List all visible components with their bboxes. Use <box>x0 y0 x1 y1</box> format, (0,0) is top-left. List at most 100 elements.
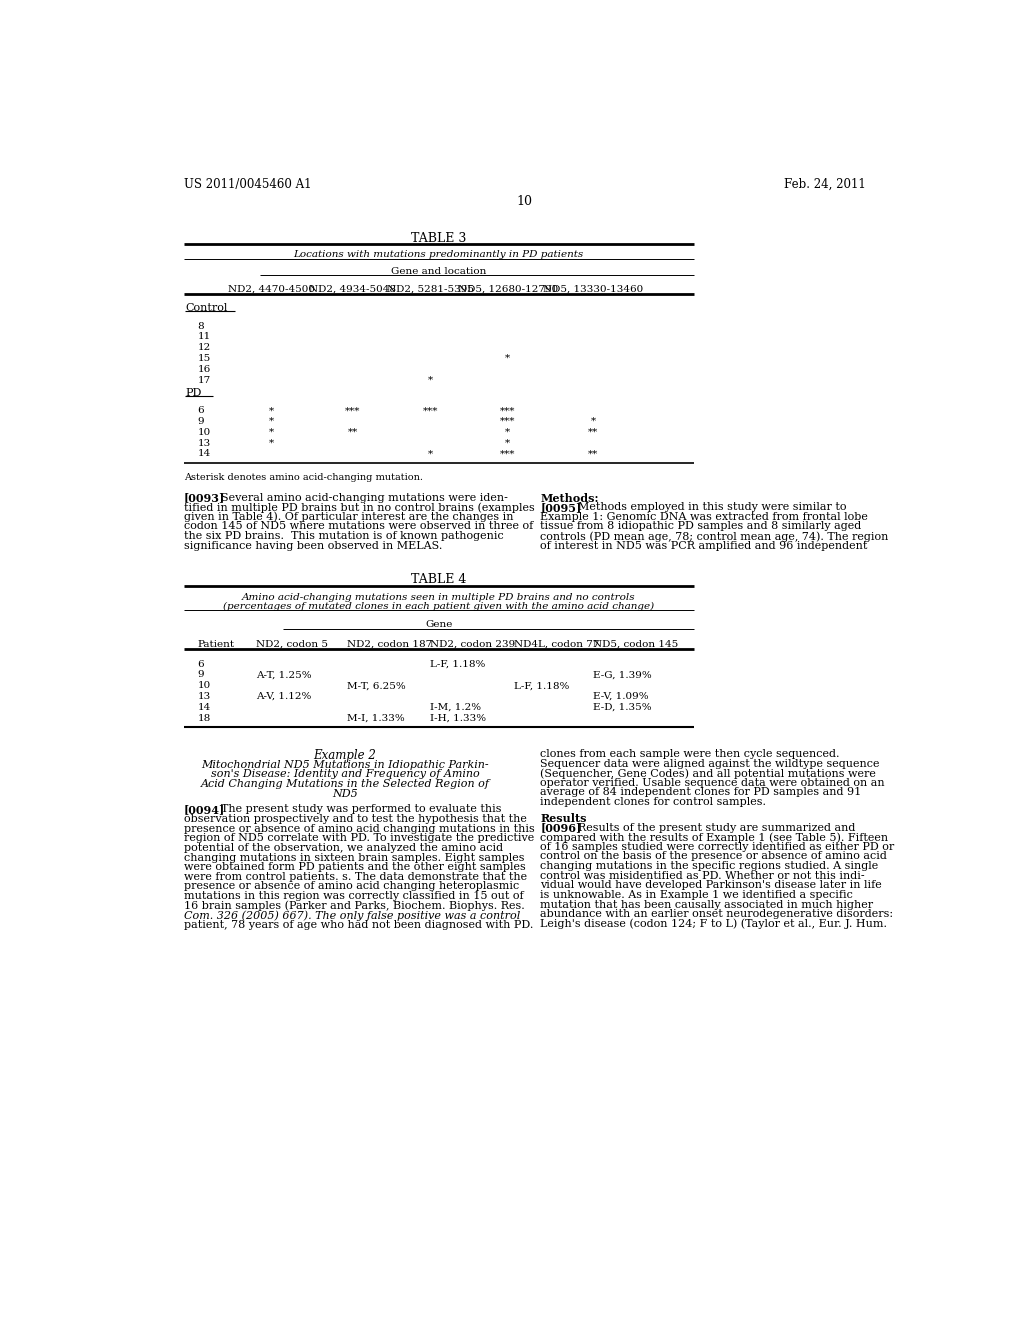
Text: codon 145 of ND5 where mutations were observed in three of: codon 145 of ND5 where mutations were ob… <box>183 521 534 532</box>
Text: observation prospectively and to test the hypothesis that the: observation prospectively and to test th… <box>183 814 526 824</box>
Text: Com. 326 (2005) 667). The only false positive was a control: Com. 326 (2005) 667). The only false pos… <box>183 911 520 921</box>
Text: presence or absence of amino acid changing mutations in this: presence or absence of amino acid changi… <box>183 824 535 834</box>
Text: Feb. 24, 2011: Feb. 24, 2011 <box>784 178 866 190</box>
Text: [0093]: [0093] <box>183 492 225 504</box>
Text: ***: *** <box>345 407 360 416</box>
Text: A-T, 1.25%: A-T, 1.25% <box>256 671 311 680</box>
Text: ND2, codon 5: ND2, codon 5 <box>256 640 328 648</box>
Text: ***: *** <box>500 417 515 426</box>
Text: control was misidentified as PD. Whether or not this indi-: control was misidentified as PD. Whether… <box>541 871 865 880</box>
Text: 17: 17 <box>198 376 211 384</box>
Text: ***: *** <box>423 407 438 416</box>
Text: ND5, 13330-13460: ND5, 13330-13460 <box>543 285 643 293</box>
Text: Results: Results <box>541 813 587 824</box>
Text: *: * <box>505 428 510 437</box>
Text: Control: Control <box>185 304 227 313</box>
Text: L-F, 1.18%: L-F, 1.18% <box>514 681 569 690</box>
Text: tified in multiple PD brains but in no control brains (examples: tified in multiple PD brains but in no c… <box>183 502 535 512</box>
Text: independent clones for control samples.: independent clones for control samples. <box>541 797 766 807</box>
Text: Patient: Patient <box>198 640 234 648</box>
Text: (percentages of mutated clones in each patient given with the amino acid change): (percentages of mutated clones in each p… <box>223 602 654 611</box>
Text: 14: 14 <box>198 449 211 458</box>
Text: mutations in this region was correctly classified in 15 out of: mutations in this region was correctly c… <box>183 891 523 902</box>
Text: 15: 15 <box>198 354 211 363</box>
Text: Example 2: Example 2 <box>313 748 377 762</box>
Text: *: * <box>269 438 274 447</box>
Text: 13: 13 <box>198 438 211 447</box>
Text: 16: 16 <box>198 364 211 374</box>
Text: 16 brain samples (Parker and Parks, Biochem. Biophys. Res.: 16 brain samples (Parker and Parks, Bioc… <box>183 900 524 911</box>
Text: Locations with mutations predominantly in PD patients: Locations with mutations predominantly i… <box>294 249 584 259</box>
Text: 9: 9 <box>198 671 205 680</box>
Text: the six PD brains.  This mutation is of known pathogenic: the six PD brains. This mutation is of k… <box>183 531 504 541</box>
Text: 9: 9 <box>198 417 205 426</box>
Text: M-T, 6.25%: M-T, 6.25% <box>346 681 406 690</box>
Text: Mitochondrial ND5 Mutations in Idiopathic Parkin-: Mitochondrial ND5 Mutations in Idiopathi… <box>201 760 488 770</box>
Text: Example 1: Genomic DNA was extracted from frontal lobe: Example 1: Genomic DNA was extracted fro… <box>541 512 868 521</box>
Text: 13: 13 <box>198 692 211 701</box>
Text: significance having been observed in MELAS.: significance having been observed in MEL… <box>183 541 442 550</box>
Text: I-H, 1.33%: I-H, 1.33% <box>430 714 486 722</box>
Text: changing mutations in sixteen brain samples. Eight samples: changing mutations in sixteen brain samp… <box>183 853 524 862</box>
Text: *: * <box>505 438 510 447</box>
Text: Several amino acid-changing mutations were iden-: Several amino acid-changing mutations we… <box>221 492 508 503</box>
Text: given in Table 4). Of particular interest are the changes in: given in Table 4). Of particular interes… <box>183 512 513 523</box>
Text: Results of the present study are summarized and: Results of the present study are summari… <box>578 822 855 833</box>
Text: 18: 18 <box>198 714 211 722</box>
Text: Methods employed in this study were similar to: Methods employed in this study were simi… <box>578 502 846 512</box>
Text: 12: 12 <box>198 343 211 352</box>
Text: ND2, codon 239: ND2, codon 239 <box>430 640 515 648</box>
Text: [0094]: [0094] <box>183 804 225 816</box>
Text: US 2011/0045460 A1: US 2011/0045460 A1 <box>183 178 311 190</box>
Text: Asterisk denotes amino acid-changing mutation.: Asterisk denotes amino acid-changing mut… <box>183 474 423 482</box>
Text: Amino acid-changing mutations seen in multiple PD brains and no controls: Amino acid-changing mutations seen in mu… <box>242 593 636 602</box>
Text: 10: 10 <box>198 428 211 437</box>
Text: control on the basis of the presence or absence of amino acid: control on the basis of the presence or … <box>541 851 887 862</box>
Text: region of ND5 correlate with PD. To investigate the predictive: region of ND5 correlate with PD. To inve… <box>183 833 535 843</box>
Text: 6: 6 <box>198 660 205 669</box>
Text: Methods:: Methods: <box>541 492 599 504</box>
Text: *: * <box>428 376 433 384</box>
Text: ***: *** <box>500 449 515 458</box>
Text: average of 84 independent clones for PD samples and 91: average of 84 independent clones for PD … <box>541 788 861 797</box>
Text: abundance with an earlier onset neurodegenerative disorders:: abundance with an earlier onset neurodeg… <box>541 909 893 919</box>
Text: ND2, 4470-4500: ND2, 4470-4500 <box>228 285 314 293</box>
Text: *: * <box>269 428 274 437</box>
Text: *: * <box>591 417 596 426</box>
Text: 11: 11 <box>198 333 211 342</box>
Text: Gene and location: Gene and location <box>391 267 486 276</box>
Text: TABLE 3: TABLE 3 <box>411 231 467 244</box>
Text: **: ** <box>588 449 598 458</box>
Text: 10: 10 <box>198 681 211 690</box>
Text: 10: 10 <box>517 194 532 207</box>
Text: **: ** <box>347 428 357 437</box>
Text: Leigh's disease (codon 124; F to L) (Taylor et al., Eur. J. Hum.: Leigh's disease (codon 124; F to L) (Tay… <box>541 919 888 929</box>
Text: **: ** <box>588 428 598 437</box>
Text: potential of the observation, we analyzed the amino acid: potential of the observation, we analyze… <box>183 843 503 853</box>
Text: were from control patients. s. The data demonstrate that the: were from control patients. s. The data … <box>183 871 527 882</box>
Text: ND4L, codon 77: ND4L, codon 77 <box>514 640 599 648</box>
Text: The present study was performed to evaluate this: The present study was performed to evalu… <box>221 804 502 814</box>
Text: son's Disease: Identity and Frequency of Amino: son's Disease: Identity and Frequency of… <box>211 770 479 779</box>
Text: presence or absence of amino acid changing heteroplasmic: presence or absence of amino acid changi… <box>183 882 519 891</box>
Text: were obtained form PD patients and the other eight samples: were obtained form PD patients and the o… <box>183 862 525 873</box>
Text: TABLE 4: TABLE 4 <box>411 573 467 586</box>
Text: A-V, 1.12%: A-V, 1.12% <box>256 692 311 701</box>
Text: clones from each sample were then cycle sequenced.: clones from each sample were then cycle … <box>541 748 840 759</box>
Text: E-G, 1.39%: E-G, 1.39% <box>593 671 651 680</box>
Text: ND2, codon 187: ND2, codon 187 <box>346 640 432 648</box>
Text: controls (PD mean age, 78; control mean age, 74). The region: controls (PD mean age, 78; control mean … <box>541 531 889 541</box>
Text: *: * <box>269 407 274 416</box>
Text: Sequencer data were aligned against the wildtype sequence: Sequencer data were aligned against the … <box>541 759 880 768</box>
Text: I-M, 1.2%: I-M, 1.2% <box>430 702 481 711</box>
Text: tissue from 8 idiopathic PD samples and 8 similarly aged: tissue from 8 idiopathic PD samples and … <box>541 521 861 532</box>
Text: compared with the results of Example 1 (see Table 5). Fifteen: compared with the results of Example 1 (… <box>541 832 889 842</box>
Text: ND5: ND5 <box>332 788 357 799</box>
Text: M-I, 1.33%: M-I, 1.33% <box>346 714 404 722</box>
Text: *: * <box>269 417 274 426</box>
Text: (Sequencher, Gene Codes) and all potential mutations were: (Sequencher, Gene Codes) and all potenti… <box>541 768 877 779</box>
Text: ***: *** <box>500 407 515 416</box>
Text: L-F, 1.18%: L-F, 1.18% <box>430 660 485 669</box>
Text: of 16 samples studied were correctly identified as either PD or: of 16 samples studied were correctly ide… <box>541 842 895 851</box>
Text: ND2, 4934-5048: ND2, 4934-5048 <box>309 285 396 293</box>
